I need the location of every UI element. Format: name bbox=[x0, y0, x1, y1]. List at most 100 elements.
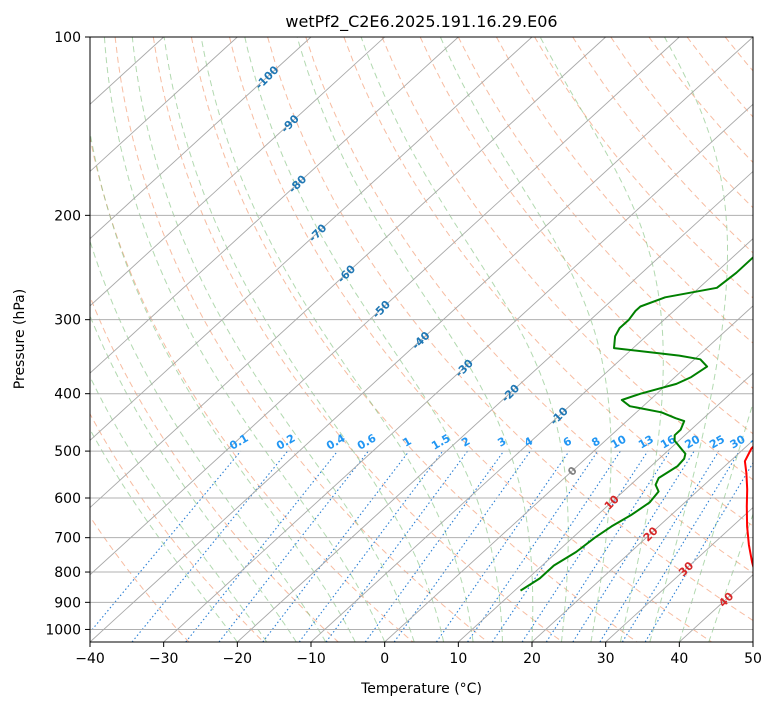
mixing-ratio-label: 1 bbox=[401, 435, 414, 450]
mixing-ratio-label: 6 bbox=[561, 434, 574, 449]
mixing-ratio-label: 8 bbox=[589, 435, 602, 450]
isotherm-line bbox=[90, 37, 312, 240]
moist-adiabat bbox=[90, 239, 327, 642]
moist-adiabat bbox=[708, 513, 753, 642]
mixing-ratio-label: 13 bbox=[636, 433, 656, 452]
dry-adiabat bbox=[419, 37, 753, 435]
dry-adiabat bbox=[267, 37, 753, 622]
x-tick-label: 40 bbox=[670, 651, 688, 667]
moist-adiabat bbox=[200, 37, 474, 642]
isotherm-line bbox=[531, 439, 753, 642]
y-tick-label: 100 bbox=[54, 30, 81, 46]
mixing-ratio-line bbox=[644, 461, 753, 642]
mixing-ratio-label: 0.4 bbox=[324, 431, 348, 452]
isotherm-line bbox=[310, 238, 753, 642]
moist-adiabat bbox=[90, 129, 356, 642]
y-tick-label: 700 bbox=[54, 531, 81, 547]
moist-adiabat bbox=[678, 401, 753, 642]
moist-adiabat bbox=[439, 37, 612, 642]
x-tick-label: 20 bbox=[523, 651, 541, 667]
moist-adiabat bbox=[360, 37, 569, 642]
mixing-ratio-line bbox=[218, 450, 369, 642]
mixing-ratio-line bbox=[467, 450, 599, 642]
isotherm-line bbox=[90, 37, 459, 374]
dry-adiabat bbox=[114, 37, 488, 642]
isotherm-line bbox=[90, 37, 680, 576]
x-axis: −40 −30 −20 −10 0 10 20 30 40 50 bbox=[75, 642, 762, 667]
moist-adiabat bbox=[90, 314, 297, 642]
isotherm-line bbox=[90, 37, 238, 173]
moist-adiabat bbox=[163, 37, 445, 642]
dry-adiabat bbox=[648, 37, 753, 164]
mixing-ratio-label: 0.1 bbox=[227, 432, 250, 453]
mixing-ratio-line bbox=[325, 450, 468, 642]
x-tick-label: 10 bbox=[449, 651, 467, 667]
y-tick-label: 400 bbox=[54, 387, 81, 403]
mixing-ratio-label: 0.2 bbox=[274, 432, 297, 453]
isotherm-line bbox=[752, 641, 753, 642]
x-tick-label: −40 bbox=[75, 651, 105, 667]
plot-frame bbox=[89, 36, 754, 643]
dry-adiabat bbox=[457, 37, 753, 389]
mixing-ratio-line bbox=[393, 450, 531, 642]
moist-adiabat bbox=[539, 37, 664, 642]
mixing-ratio-line bbox=[545, 450, 671, 642]
series-group bbox=[519, 256, 753, 592]
mixing-ratio-line bbox=[491, 450, 621, 642]
x-tick-label: −10 bbox=[296, 651, 326, 667]
dry-adiabat bbox=[152, 37, 563, 642]
moist-adiabat bbox=[90, 375, 268, 642]
mixing-ratio-line bbox=[572, 450, 695, 642]
x-axis-title: Temperature (°C) bbox=[360, 681, 482, 697]
y-tick-label: 300 bbox=[54, 313, 81, 329]
dry-adiabat bbox=[686, 37, 753, 118]
dry-adiabat bbox=[495, 37, 753, 344]
mixing-ratio-line bbox=[185, 450, 339, 642]
isotherm-line bbox=[90, 37, 606, 509]
y-tick-label: 800 bbox=[54, 565, 81, 581]
moist-adiabat bbox=[131, 37, 415, 642]
isotherm-line bbox=[90, 37, 385, 307]
x-tick-label: 50 bbox=[744, 651, 762, 667]
dewpoint-line bbox=[519, 256, 753, 592]
mixing-ratio-line bbox=[131, 450, 289, 642]
mixing-ratio-line bbox=[599, 450, 720, 642]
y-tick-label: 600 bbox=[54, 491, 81, 507]
chart-title: wetPf2_C2E6.2025.191.16.29.E06 bbox=[285, 12, 557, 32]
mixing-ratio-line bbox=[521, 450, 649, 642]
mixing-ratio-label: 36 bbox=[748, 432, 768, 451]
isotherm-line bbox=[237, 170, 753, 642]
y-tick-label: 500 bbox=[54, 444, 81, 460]
y-tick-label: 200 bbox=[54, 208, 81, 224]
x-tick-label: −20 bbox=[223, 651, 253, 667]
isotherm-line bbox=[605, 506, 753, 642]
mixing-ratio-line bbox=[262, 450, 410, 642]
mixing-ratio-line bbox=[621, 450, 740, 642]
y-tick-label: 900 bbox=[54, 595, 81, 611]
isotherm-line bbox=[458, 372, 753, 642]
mixing-ratio-label: 25 bbox=[707, 433, 727, 452]
isotherm-line bbox=[90, 37, 533, 441]
x-tick-label: 30 bbox=[597, 651, 615, 667]
dry-adiabat bbox=[343, 37, 753, 527]
y-axis-title: Pressure (hPa) bbox=[12, 289, 28, 389]
mixing-ratio-label: 30 bbox=[728, 432, 748, 451]
moist-adiabat bbox=[296, 37, 534, 642]
mixing-ratio-line bbox=[364, 450, 505, 642]
moist-adiabat bbox=[103, 37, 386, 642]
gridlines bbox=[90, 37, 753, 642]
background-lines bbox=[90, 37, 775, 642]
mixing-ratio-label: 1.5 bbox=[429, 432, 452, 453]
temperature-line bbox=[743, 445, 753, 570]
moist-adiabat bbox=[90, 428, 238, 642]
dry-adiabat bbox=[90, 412, 264, 642]
y-axis: 100 200 300 400 500 600 700 800 900 1000 bbox=[45, 30, 90, 638]
x-tick-label: −30 bbox=[149, 651, 179, 667]
isotherm-line bbox=[163, 103, 753, 642]
dry-adiabat bbox=[190, 37, 638, 642]
dry-adiabat bbox=[763, 37, 775, 642]
x-tick-label: 0 bbox=[380, 651, 389, 667]
moist-adiabat bbox=[244, 37, 503, 642]
mixing-ratio-line bbox=[435, 450, 570, 642]
